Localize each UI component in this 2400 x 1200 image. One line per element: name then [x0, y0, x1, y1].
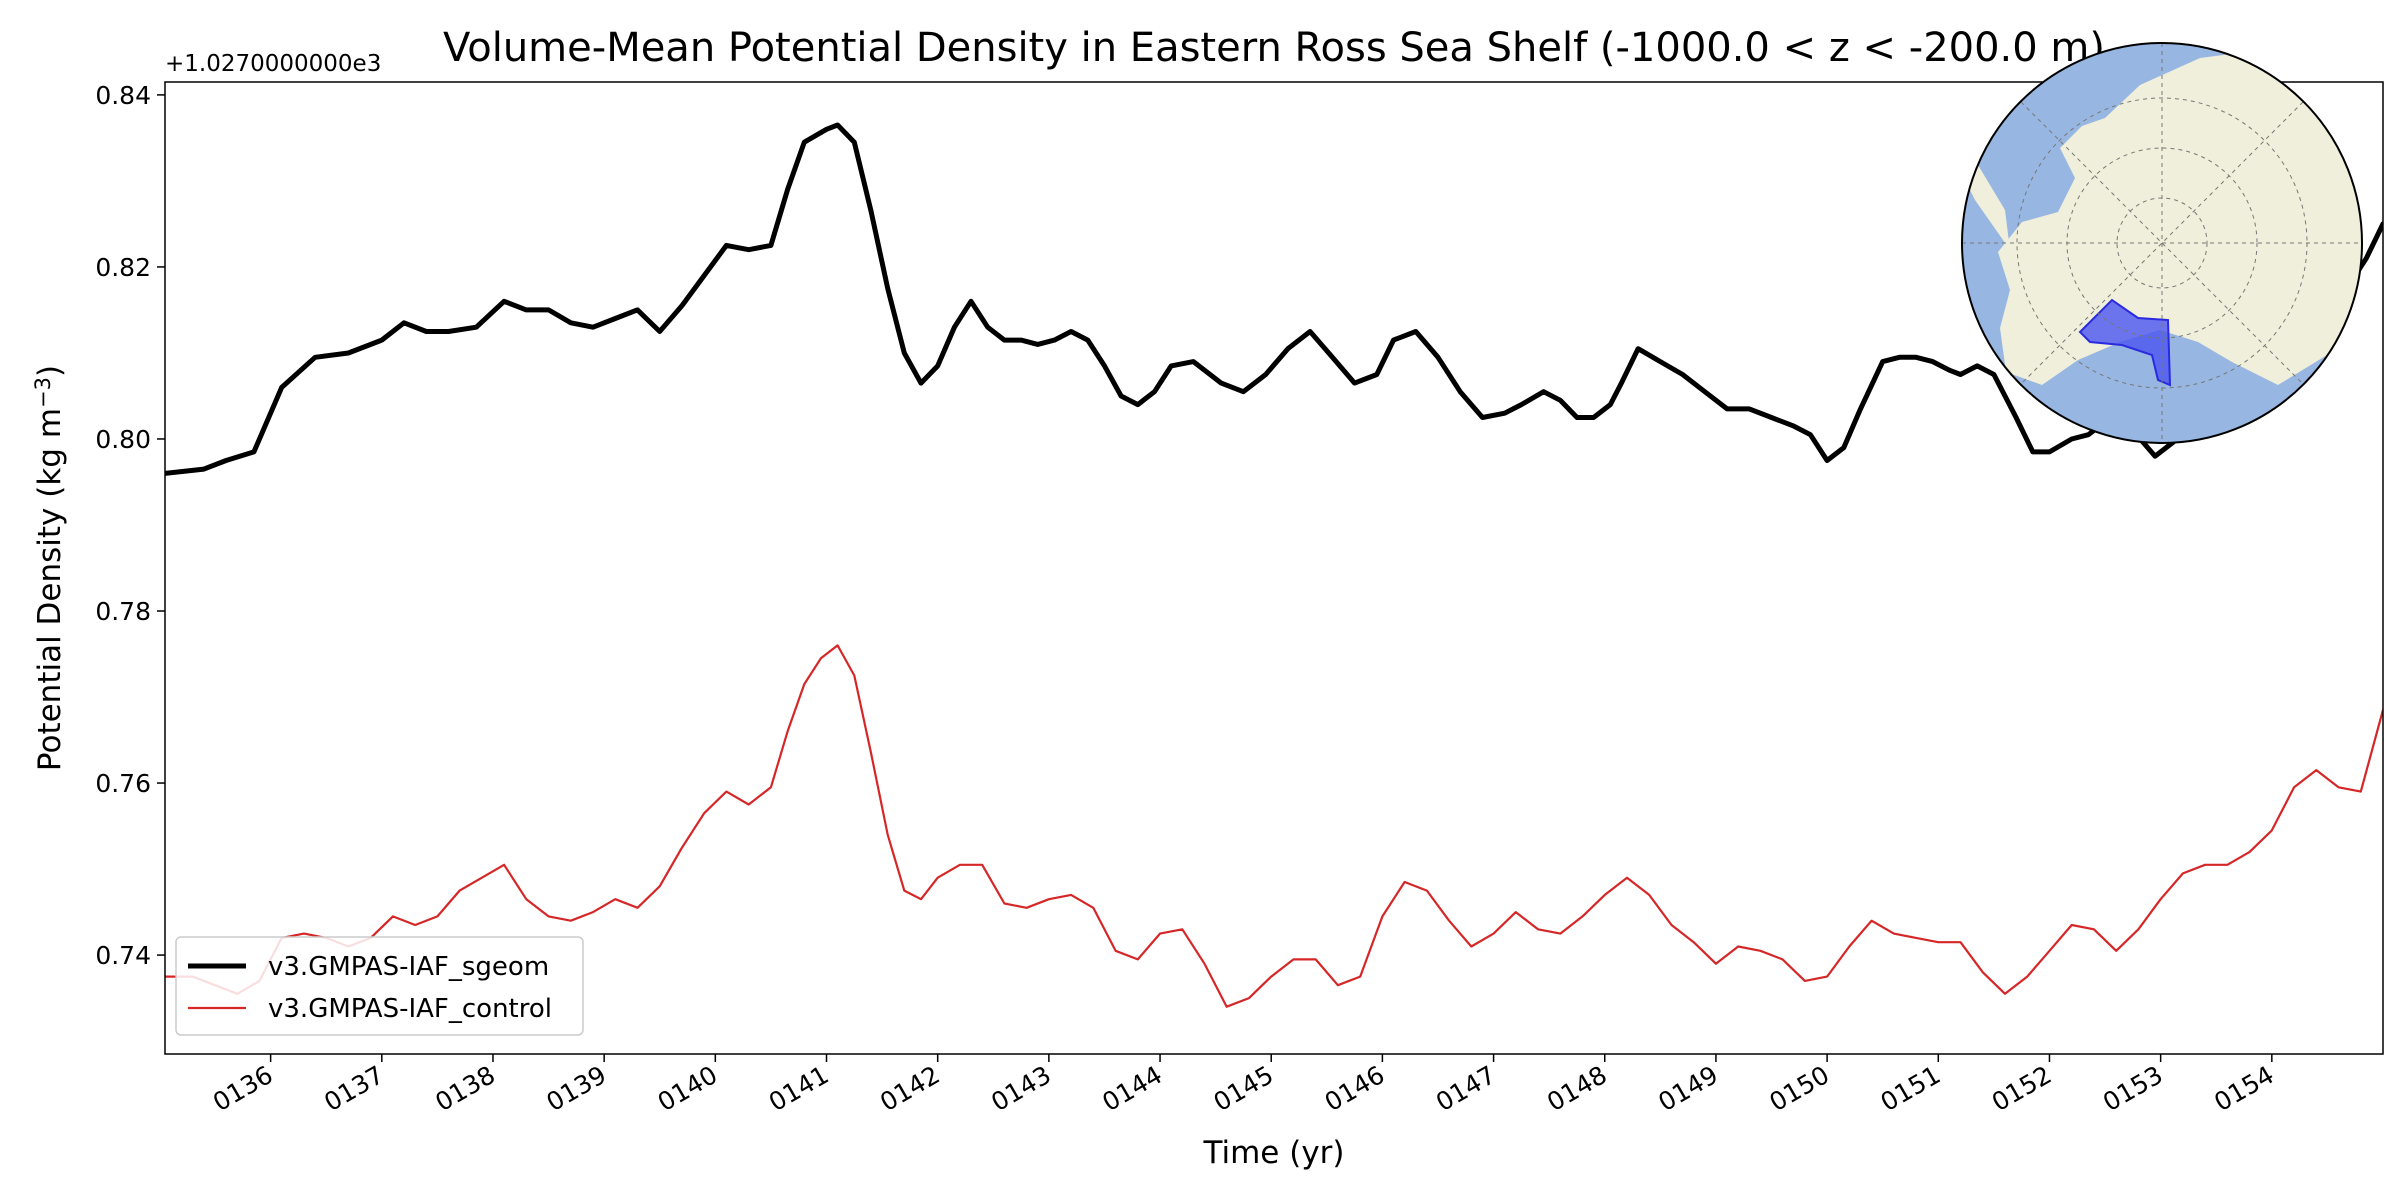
y-tick-label: 0.76 [95, 769, 151, 798]
legend: v3.GMPAS-IAF_sgeom v3.GMPAS-IAF_control [175, 936, 584, 1036]
x-tick-label: 0147 [1431, 1060, 1501, 1117]
offset-text: +1.0270000000e3 [165, 51, 381, 77]
y-tick-label: 0.84 [95, 81, 151, 110]
series-line-control [165, 644, 2383, 1008]
x-tick-label: 0154 [2209, 1060, 2279, 1117]
map-antarctica-land [1998, 50, 2362, 385]
series-layer [165, 122, 2383, 1008]
x-tick-label: 0150 [1765, 1060, 1835, 1117]
x-tick-label: 0141 [764, 1060, 834, 1117]
y-tick-label: 0.80 [95, 425, 151, 454]
x-tick-label: 0139 [542, 1060, 612, 1117]
x-tick-label: 0140 [653, 1060, 723, 1117]
map-graticule [1962, 43, 2362, 443]
x-axis: 0136 0137 0138 0139 0140 0141 0142 0143 0144 0145… [208, 1054, 2279, 1117]
legend-label-sgeom: v3.GMPAS-IAF_sgeom [268, 952, 549, 982]
x-tick-label: 0137 [319, 1060, 389, 1117]
map-peninsula [1962, 118, 2010, 250]
x-tick-label: 0153 [2098, 1060, 2168, 1117]
inset-map [1961, 42, 2363, 444]
legend-label-control: v3.GMPAS-IAF_control [268, 994, 552, 1024]
x-tick-label: 0142 [875, 1060, 945, 1117]
y-axis: 0.74 0.76 0.78 0.80 0.82 0.84 [95, 81, 165, 970]
plot-frame [164, 81, 2384, 1055]
x-axis-label: Time (yr) [1203, 1135, 1345, 1171]
x-tick-label: 0148 [1542, 1060, 1612, 1117]
map-highlight-region [2078, 298, 2172, 387]
legend-box [175, 936, 584, 1036]
x-tick-label: 0143 [986, 1060, 1056, 1117]
y-tick-label: 0.82 [95, 253, 151, 282]
series-line-sgeom [165, 122, 2383, 476]
y-axis-label: Potential Density (kg m−3) [31, 365, 68, 771]
x-tick-label: 0145 [1209, 1060, 1279, 1117]
x-tick-label: 0144 [1097, 1060, 1167, 1117]
x-tick-label: 0151 [1876, 1060, 1946, 1117]
x-tick-label: 0146 [1320, 1060, 1390, 1117]
map-border [1961, 42, 2363, 444]
x-tick-label: 0149 [1653, 1060, 1723, 1117]
y-tick-label: 0.74 [95, 941, 151, 970]
x-tick-label: 0152 [1987, 1060, 2057, 1117]
x-tick-label: 0136 [208, 1060, 278, 1117]
x-tick-label: 0138 [430, 1060, 500, 1117]
y-tick-label: 0.78 [95, 597, 151, 626]
chart-title: Volume-Mean Potential Density in Eastern… [443, 25, 2105, 71]
